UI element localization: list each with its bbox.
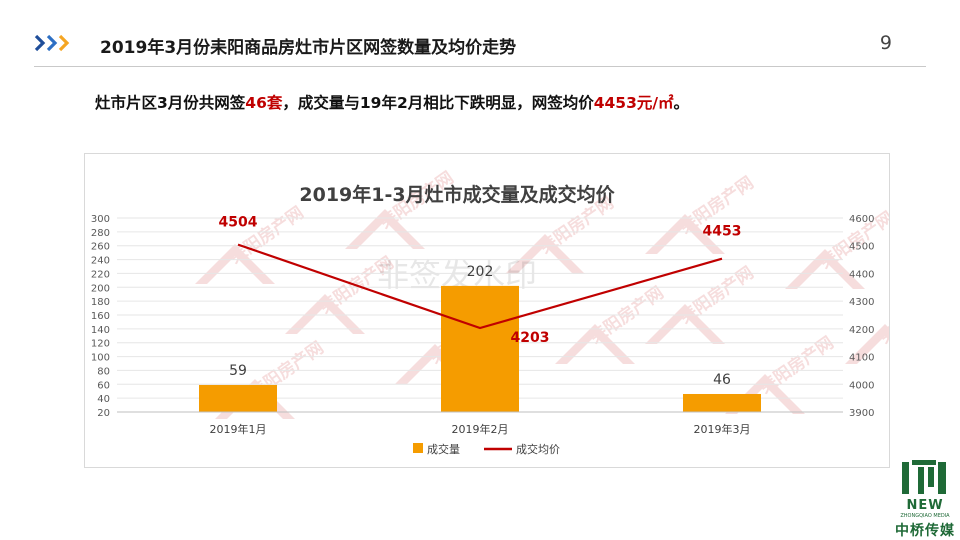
bar-data-label: 59 xyxy=(229,363,247,379)
svg-text:耒阳房产网: 耒阳房产网 xyxy=(756,332,838,398)
slide-header: 2019年3月份耒阳商品房灶市片区网签数量及均价走势 9 xyxy=(0,0,960,75)
bar xyxy=(441,285,519,412)
svg-text:耒阳房产网: 耒阳房产网 xyxy=(676,262,758,328)
y-left-tick-label: 160 xyxy=(91,311,110,322)
svg-text:耒阳房产网: 耒阳房产网 xyxy=(226,202,308,268)
y-left-tick-label: 140 xyxy=(91,325,110,336)
summary-part1: 灶市片区3月份共网签 xyxy=(95,94,246,112)
bar-data-label: 202 xyxy=(467,264,494,280)
y-right-tick-label: 3900 xyxy=(849,408,874,419)
header-divider xyxy=(34,66,926,67)
line-data-label: 4504 xyxy=(219,215,258,231)
chevrons-icon xyxy=(34,34,70,52)
y-left-tick-label: 120 xyxy=(91,339,110,350)
legend-label-line: 成交均价 xyxy=(516,442,560,456)
line-data-label: 4453 xyxy=(703,224,742,240)
page-number: 9 xyxy=(879,32,892,54)
bar xyxy=(683,393,761,412)
bar xyxy=(199,384,277,412)
y-left-tick-label: 220 xyxy=(91,269,110,280)
summary-part3: 。 xyxy=(673,94,690,112)
y-left-tick-label: 100 xyxy=(91,353,110,364)
y-left-tick-label: 260 xyxy=(91,242,110,253)
x-tick-label: 2019年2月 xyxy=(452,422,509,436)
y-left-tick-label: 80 xyxy=(97,366,110,377)
y-left-tick-label: 60 xyxy=(97,380,110,391)
y-left-tick-label: 20 xyxy=(97,408,110,419)
y-right-tick-label: 4000 xyxy=(849,380,874,391)
logo-mark-icon xyxy=(902,460,946,494)
watermark-mark: 耒阳房产网 xyxy=(345,167,457,249)
bar-data-label: 46 xyxy=(713,372,731,388)
chart-container: 耒阳房产网 耒阳房产网 耒阳房产网 耒阳房产网 耒阳房产网 耒阳房产网 耒阳房产网 耒阳房产网… xyxy=(84,153,890,468)
line-series xyxy=(237,243,723,330)
y-left-tick-label: 40 xyxy=(97,394,110,405)
y-right-tick-label: 4300 xyxy=(849,297,874,308)
page-title: 2019年3月份耒阳商品房灶市片区网签数量及均价走势 xyxy=(100,38,517,58)
y-left-tick-label: 200 xyxy=(91,283,110,294)
y-right-tick-label: 4600 xyxy=(849,214,874,225)
legend-swatch-bar xyxy=(413,443,423,453)
line-data-label: 4203 xyxy=(511,330,550,346)
y-left-tick-label: 180 xyxy=(91,297,110,308)
logo-new-text: NEW xyxy=(906,498,944,513)
chart-title: 2019年1-3月灶市成交量及成交均价 xyxy=(299,183,615,206)
y-right-tick-label: 4500 xyxy=(849,242,874,253)
watermark-mark: 耒阳房产网 xyxy=(645,172,757,254)
legend-label-bar: 成交量 xyxy=(427,442,460,456)
y-left-tick-label: 300 xyxy=(91,214,110,225)
y-left-tick-label: 280 xyxy=(91,228,110,239)
summary-part2: ，成交量与19年2月相比下跌明显，网签均价 xyxy=(282,94,594,112)
logo-sub-text: ZHONGQIAO MEDIA xyxy=(900,513,950,519)
summary-text: 灶市片区3月份共网签46套，成交量与19年2月相比下跌明显，网签均价4453元/… xyxy=(95,91,689,113)
y-left-tick-label: 240 xyxy=(91,256,110,267)
summary-price: 4453元/㎡ xyxy=(593,94,674,112)
company-logo: NEW ZHONGQIAO MEDIA 中桥传媒 xyxy=(892,458,958,539)
y-right-tick-label: 4200 xyxy=(849,325,874,336)
summary-count: 46套 xyxy=(245,94,283,112)
x-tick-label: 2019年3月 xyxy=(694,422,751,436)
y-right-tick-label: 4100 xyxy=(849,353,874,364)
y-right-tick-label: 4400 xyxy=(849,269,874,280)
logo-cn-text: 中桥传媒 xyxy=(895,523,955,539)
watermark-mark: 耒阳房产网 xyxy=(555,282,667,364)
x-tick-label: 2019年1月 xyxy=(210,422,267,436)
